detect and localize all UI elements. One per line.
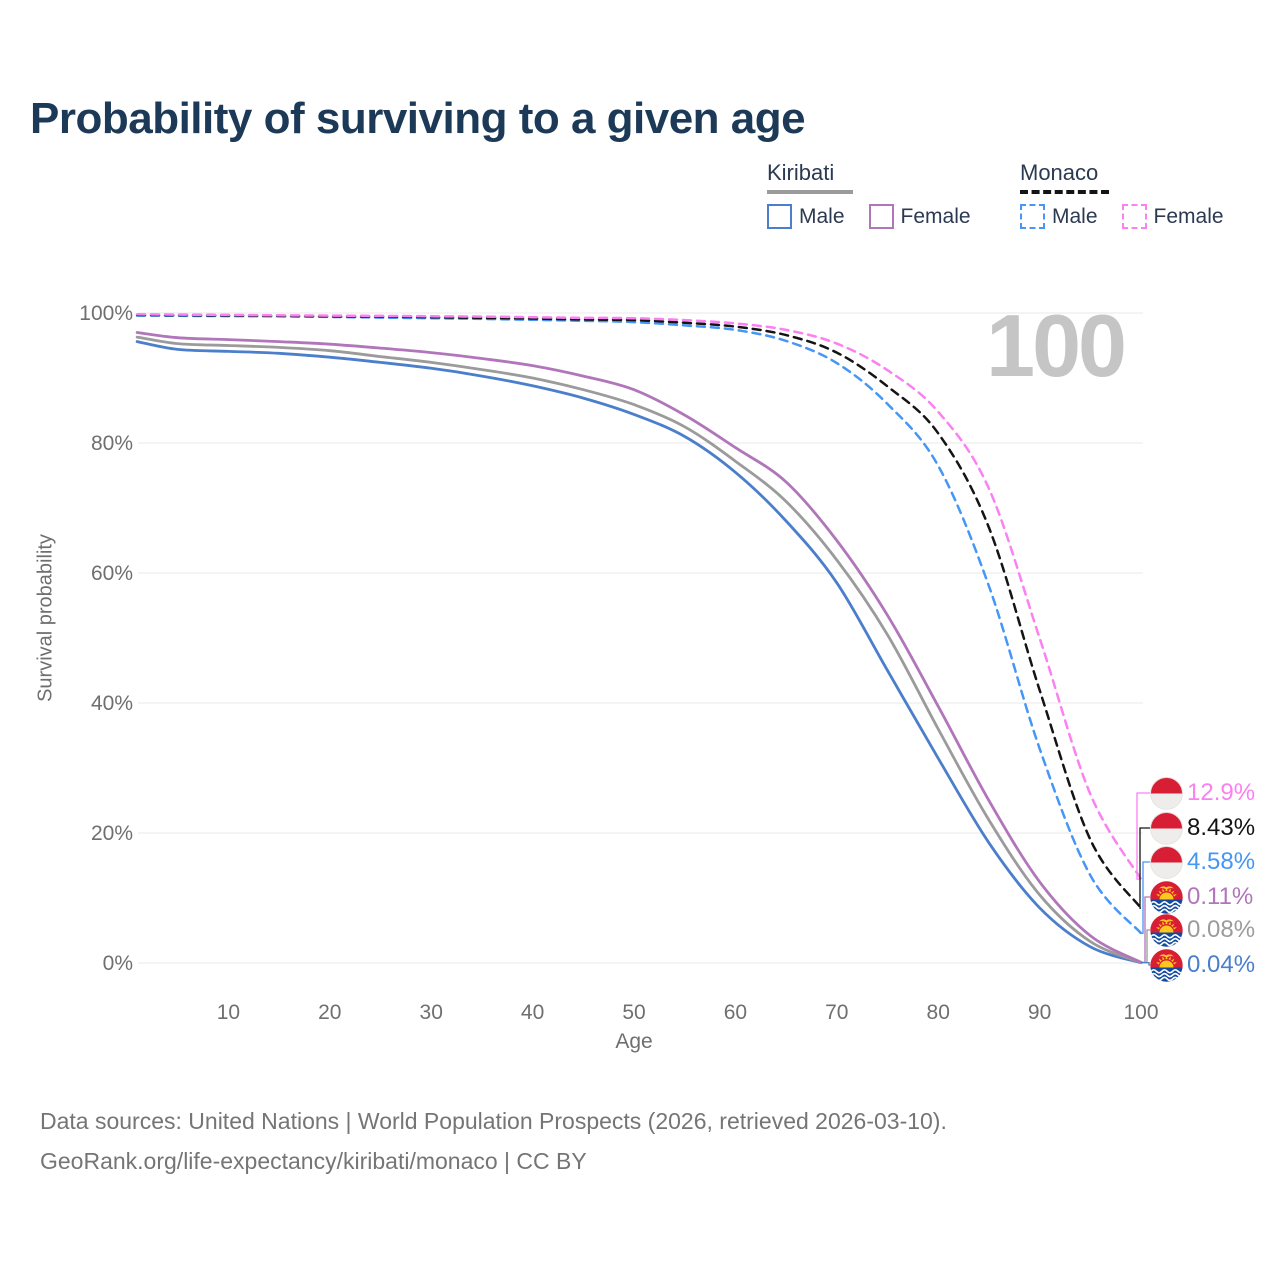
- monaco-flag-icon: [1150, 845, 1183, 879]
- x-tick-label: 10: [217, 1001, 240, 1024]
- series-line-monaco-male[interactable]: [135, 314, 1143, 935]
- legend-country-monaco[interactable]: Monaco: [1020, 160, 1099, 185]
- end-label-connector-kiribati-male: [1141, 962, 1150, 966]
- series-line-monaco-total[interactable]: [135, 313, 1143, 910]
- legend-label-monaco-female[interactable]: Female: [1153, 204, 1224, 228]
- end-label-monaco-total[interactable]: 8.43%: [1150, 811, 1256, 845]
- y-tick-label: 100%: [79, 302, 133, 325]
- legend-swatch-monaco-male[interactable]: [1020, 204, 1045, 229]
- legend-label-kiribati-male[interactable]: Male: [799, 204, 845, 228]
- x-tick-label: 50: [622, 1001, 645, 1024]
- y-axis-title: Survival probability: [34, 534, 57, 702]
- x-axis-title: Age: [615, 1030, 653, 1053]
- x-tick-label: 30: [420, 1001, 443, 1024]
- y-tick-label: 20%: [91, 822, 133, 845]
- end-label-connector-monaco-male: [1141, 861, 1150, 934]
- x-tick-label: 90: [1028, 1001, 1051, 1024]
- legend-underline-monaco: [1020, 190, 1109, 194]
- x-tick-label: 20: [318, 1001, 341, 1024]
- y-tick-label: 40%: [91, 692, 133, 715]
- series-line-monaco-female[interactable]: [135, 313, 1143, 881]
- end-label-value: 0.04%: [1187, 951, 1256, 978]
- end-label-monaco-female[interactable]: 12.9%: [1150, 776, 1256, 810]
- end-label-value: 0.08%: [1187, 916, 1256, 943]
- age-watermark: 100: [986, 296, 1124, 395]
- kiribati-flag-icon: [1150, 948, 1183, 982]
- legend-group-monaco: Monaco Male Female: [1020, 160, 1224, 229]
- end-label-connector-monaco-total: [1139, 827, 1150, 909]
- series-line-kiribati-total[interactable]: [135, 335, 1143, 964]
- series-line-kiribati-female[interactable]: [135, 331, 1143, 964]
- legend-label-kiribati-female[interactable]: Female: [900, 204, 971, 228]
- y-tick-label: 60%: [91, 562, 133, 585]
- end-label-value: 0.11%: [1187, 883, 1254, 910]
- x-tick-label: 70: [825, 1001, 848, 1024]
- legend-label-monaco-male[interactable]: Male: [1052, 204, 1098, 228]
- series-line-kiribati-male[interactable]: [135, 340, 1143, 965]
- end-label-monaco-male[interactable]: 4.58%: [1150, 845, 1256, 879]
- legend-swatch-monaco-female[interactable]: [1121, 204, 1147, 229]
- y-tick-label: 0%: [103, 952, 133, 975]
- x-tick-label: 100: [1123, 1001, 1158, 1024]
- legend-swatch-kiribati-female[interactable]: [868, 204, 894, 229]
- end-label-kiribati-female[interactable]: 0.11%: [1150, 880, 1254, 914]
- x-tick-label: 40: [521, 1001, 544, 1024]
- end-label-connector-monaco-female: [1136, 792, 1150, 880]
- page-title: Probability of surviving to a given age: [30, 94, 806, 143]
- end-label-kiribati-total[interactable]: 0.08%: [1150, 913, 1256, 947]
- x-tick-label: 80: [927, 1001, 950, 1024]
- kiribati-flag-icon: [1150, 880, 1183, 914]
- monaco-flag-icon: [1150, 811, 1183, 845]
- kiribati-flag-icon: [1150, 913, 1183, 947]
- monaco-flag-icon: [1150, 776, 1183, 810]
- end-label-value: 12.9%: [1187, 779, 1256, 806]
- legend-country-kiribati[interactable]: Kiribati: [767, 160, 835, 185]
- footer-license-line: GeoRank.org/life-expectancy/kiribati/mon…: [40, 1148, 587, 1174]
- end-label-kiribati-male[interactable]: 0.04%: [1150, 948, 1256, 982]
- end-label-value: 4.58%: [1187, 848, 1256, 875]
- legend-group-kiribati: Kiribati Male Female: [767, 160, 971, 229]
- end-label-value: 8.43%: [1187, 814, 1256, 841]
- x-tick-label: 60: [724, 1001, 747, 1024]
- legend-underline-kiribati: [767, 190, 853, 194]
- legend-swatch-kiribati-male[interactable]: [767, 204, 792, 229]
- footer-source-line: Data sources: United Nations | World Pop…: [40, 1108, 947, 1134]
- y-tick-label: 80%: [91, 432, 133, 455]
